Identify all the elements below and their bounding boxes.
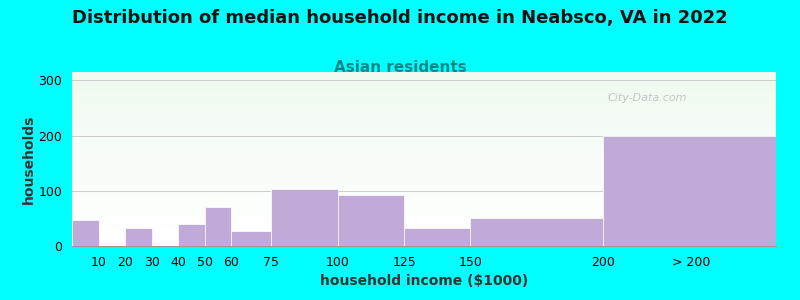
Bar: [404, 228, 470, 246]
Bar: [72, 220, 98, 246]
Bar: [338, 195, 404, 246]
Text: Distribution of median household income in Neabsco, VA in 2022: Distribution of median household income …: [72, 9, 728, 27]
Bar: [205, 207, 231, 246]
Text: Asian residents: Asian residents: [334, 60, 466, 75]
Bar: [125, 228, 152, 246]
Y-axis label: households: households: [22, 114, 36, 204]
Bar: [470, 218, 603, 246]
Bar: [603, 136, 776, 246]
Bar: [231, 230, 271, 246]
X-axis label: household income ($1000): household income ($1000): [320, 274, 528, 288]
Bar: [178, 224, 205, 246]
Bar: [271, 189, 338, 246]
Text: City-Data.com: City-Data.com: [607, 93, 686, 103]
